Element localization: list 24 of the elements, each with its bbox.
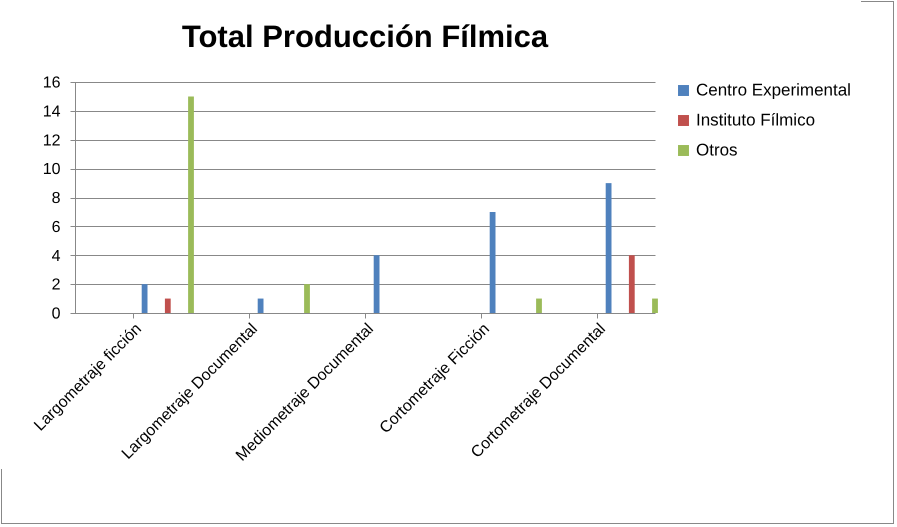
- chart-title: Total Producción Fílmica: [182, 19, 549, 54]
- bar: [304, 284, 310, 313]
- bar: [652, 298, 658, 313]
- bar: [188, 96, 194, 313]
- bar: [374, 255, 380, 313]
- y-tick-label: 2: [52, 276, 61, 294]
- y-tick-label: 8: [52, 190, 61, 207]
- bar: [536, 298, 542, 313]
- y-tick-label: 6: [52, 218, 61, 236]
- y-tick-label: 16: [42, 74, 61, 92]
- y-tick-label: 12: [42, 132, 61, 150]
- y-tick-label: 10: [42, 161, 61, 178]
- y-tick-label: 0: [52, 306, 61, 322]
- bar: [490, 212, 496, 313]
- bar: [142, 284, 148, 313]
- legend-label: Otros: [696, 140, 738, 160]
- bar: [164, 298, 171, 313]
- legend-label: Instituto Fílmico: [696, 110, 816, 130]
- legend-label: Centro Experimental: [696, 80, 851, 100]
- y-tick-label: 14: [42, 103, 61, 120]
- y-tick-label: 4: [52, 248, 61, 265]
- bar: [258, 298, 264, 313]
- bar: [628, 255, 635, 313]
- bar: [606, 183, 612, 313]
